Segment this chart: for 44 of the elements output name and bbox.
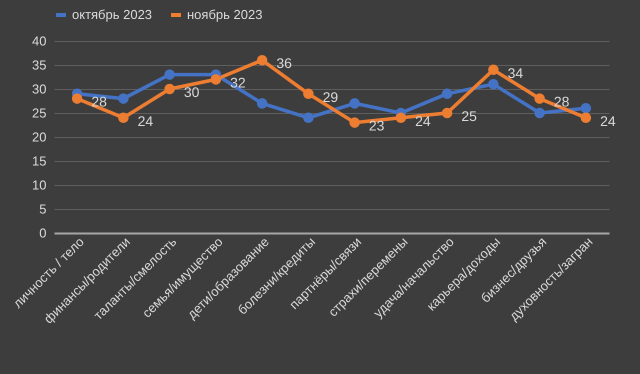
data-label: 24 (138, 112, 154, 129)
point (534, 93, 545, 104)
point (349, 117, 360, 128)
point (488, 78, 499, 90)
y-tick-label: 30 (32, 82, 46, 96)
data-label: 36 (276, 55, 292, 72)
y-tick-label: 40 (32, 34, 46, 48)
point (580, 112, 592, 124)
data-label: 24 (600, 112, 616, 129)
point (303, 112, 314, 124)
data-label: 34 (508, 64, 524, 81)
data-label: 28 (91, 94, 108, 110)
point (580, 102, 592, 114)
data-label: 23 (368, 118, 385, 134)
point (164, 69, 175, 80)
point (72, 93, 82, 104)
point (442, 108, 452, 118)
point (396, 112, 406, 124)
y-tick-label: 10 (32, 178, 46, 192)
point (488, 64, 499, 76)
data-label: 28 (554, 94, 570, 110)
point (118, 112, 129, 124)
point (210, 74, 222, 85)
data-label: 24 (415, 112, 431, 129)
point (442, 88, 452, 100)
data-label: 32 (230, 74, 246, 90)
point (118, 93, 129, 104)
point (534, 108, 545, 118)
y-tick-label: 35 (32, 58, 46, 72)
point (256, 54, 268, 66)
y-tick-label: 20 (32, 130, 46, 144)
point (164, 84, 175, 94)
y-tick-label: 5 (39, 202, 46, 216)
point (303, 88, 314, 100)
y-tick-label: 15 (32, 154, 46, 168)
legend-label: октябрь 2023 (72, 7, 152, 22)
data-label: 30 (184, 84, 200, 100)
point (349, 98, 360, 109)
y-tick-label: 0 (39, 226, 46, 240)
legend-label: ноябрь 2023 (187, 7, 262, 22)
y-tick-label: 25 (32, 106, 46, 120)
data-label: 29 (322, 88, 338, 105)
point (256, 98, 268, 109)
data-label: 25 (461, 108, 478, 124)
